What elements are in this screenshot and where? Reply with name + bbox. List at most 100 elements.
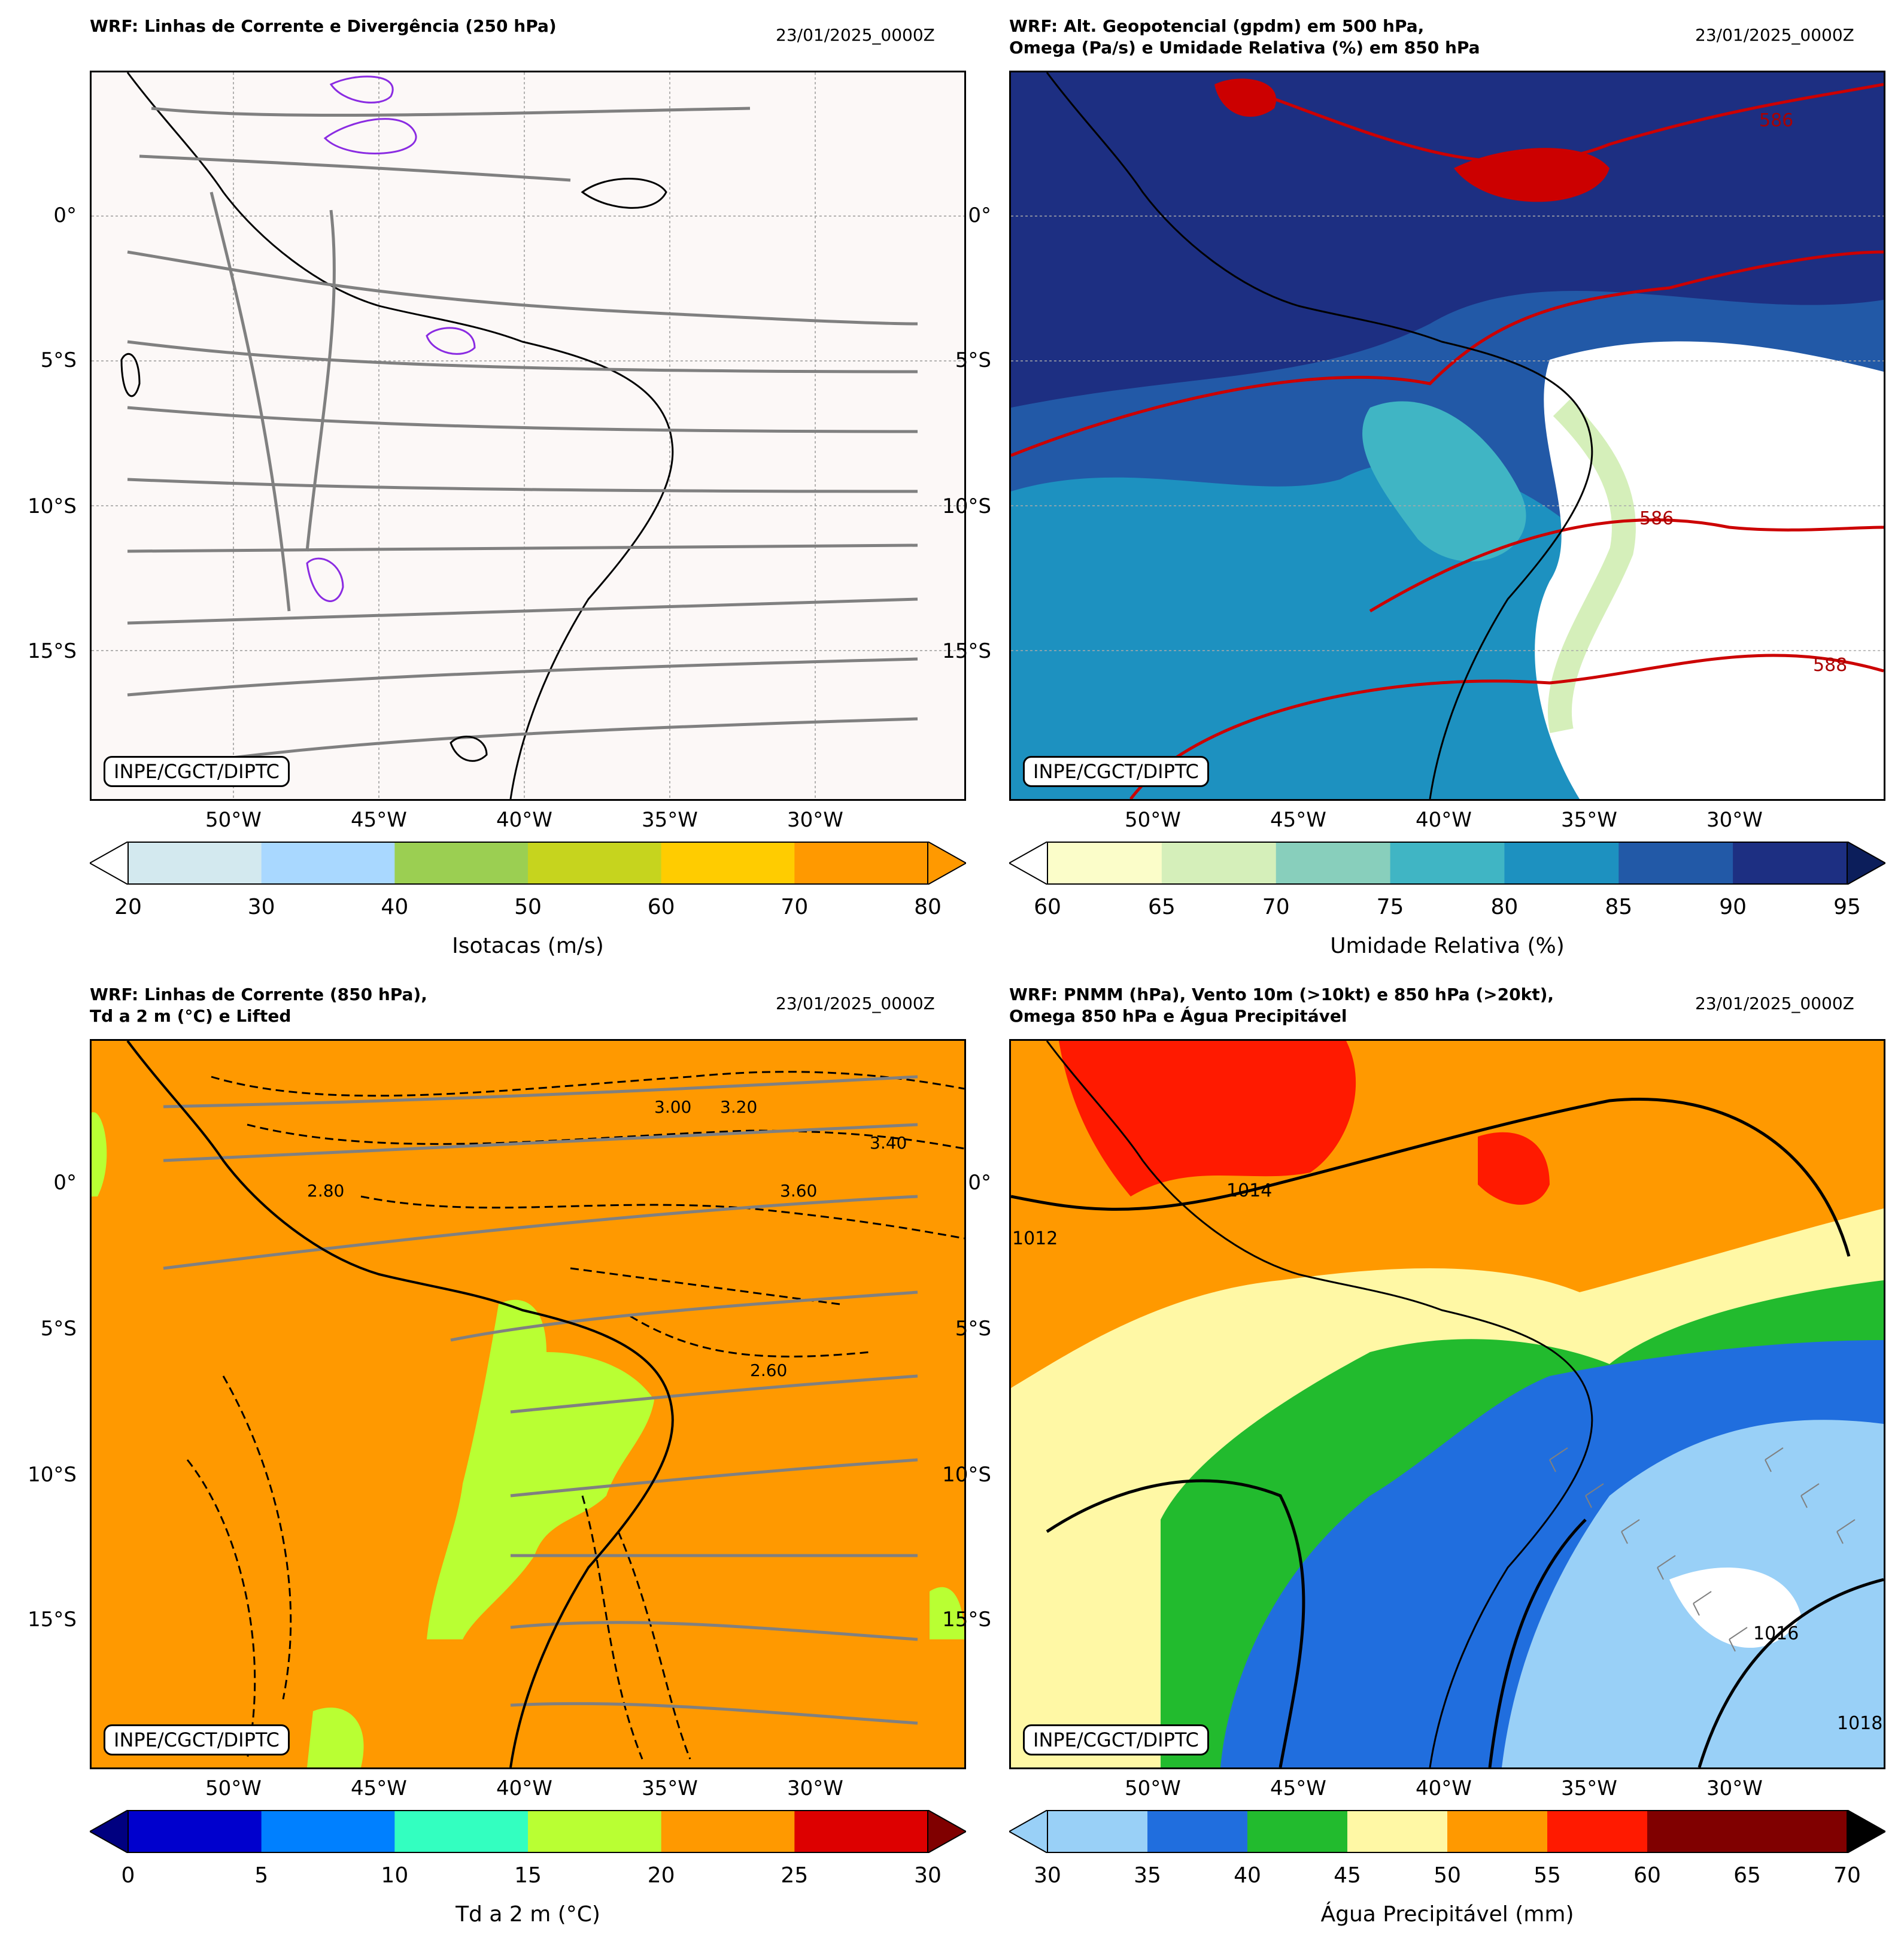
colorbar-segment xyxy=(394,1810,529,1853)
colorbar-umidade xyxy=(1009,842,1885,885)
panel-pnmm-precipitable-water: WRF: PNMM (hPa), Vento 10m (>10kt) e 850… xyxy=(919,968,1885,1945)
colorbar-segment xyxy=(1147,1810,1248,1853)
credit-label: INPE/CGCT/DIPTC xyxy=(1023,1724,1209,1755)
map-background xyxy=(92,72,964,799)
colorbar-segment xyxy=(1247,1810,1348,1853)
coastline xyxy=(1046,1041,1593,1767)
lat-tick-5s: 5°S xyxy=(955,348,991,372)
colorbar-agua-precipitavel xyxy=(1009,1810,1885,1853)
lon-tick-30w: 30°W xyxy=(787,1776,843,1800)
lat-tick-10s: 10°S xyxy=(28,494,77,518)
humidity-band-dark xyxy=(1011,72,1884,408)
colorbar-segment xyxy=(1447,1810,1548,1853)
coastline xyxy=(126,1041,674,1767)
lon-tick-50w: 50°W xyxy=(205,808,262,832)
colorbar-under-extend xyxy=(90,842,129,885)
colorbar-ticks: 0 5 10 15 20 25 30 xyxy=(90,1863,966,1893)
colorbar-segment xyxy=(1161,842,1277,885)
panel-250hpa-streamlines: WRF: Linhas de Corrente e Divergência (2… xyxy=(0,0,966,976)
colorbar-tick-label: 90 xyxy=(1719,895,1747,919)
pw-55-60-region xyxy=(1059,1041,1550,1205)
panel-title: WRF: Alt. Geopotencial (gpdm) em 500 hPa… xyxy=(1009,16,1480,57)
lat-tick-10s: 10°S xyxy=(942,1463,991,1487)
credit-label: INPE/CGCT/DIPTC xyxy=(104,1724,290,1755)
colorbar-tick-label: 65 xyxy=(1733,1863,1761,1888)
credit-label: INPE/CGCT/DIPTC xyxy=(1023,756,1209,787)
colorbar-tick-label: 30 xyxy=(247,895,275,919)
colorbar-isotacas xyxy=(90,842,966,885)
colorbar-tick-label: 0 xyxy=(121,1863,135,1888)
colorbar-segment xyxy=(394,842,529,885)
wind-barbs xyxy=(1549,1447,1856,1652)
streamlines xyxy=(163,1075,918,1725)
coastline xyxy=(126,72,674,799)
colorbar-tick-label: 40 xyxy=(1234,1863,1261,1888)
colorbar-segment xyxy=(1547,1810,1648,1853)
map-pnmm: 1012 1014 1016 1018 INPE/CGCT/DIPTC xyxy=(1009,1039,1885,1769)
panel-title: WRF: Linhas de Corrente e Divergência (2… xyxy=(90,16,557,36)
colorbar-under-extend xyxy=(90,1810,129,1853)
dewpoint-green-east xyxy=(930,1587,964,1639)
colorbar-tick-label: 95 xyxy=(1833,895,1861,919)
dewpoint-green-south xyxy=(307,1708,364,1767)
colorbar-segment xyxy=(528,842,662,885)
lon-tick-30w: 30°W xyxy=(787,808,843,832)
colorbar-tick-label: 30 xyxy=(914,1863,942,1888)
colorbar-label: Água Precipitável (mm) xyxy=(1320,1902,1574,1927)
colorbar-tick-label: 10 xyxy=(381,1863,409,1888)
lat-tick-10s: 10°S xyxy=(28,1463,77,1487)
lon-tick-50w: 50°W xyxy=(1125,808,1181,832)
humidity-band-light xyxy=(1362,401,1526,562)
geopotential-contours xyxy=(1011,83,1884,799)
isobar-label-1014: 1014 xyxy=(1226,1180,1272,1201)
lon-tick-45w: 45°W xyxy=(1270,808,1326,832)
colorbar-tick-label: 30 xyxy=(1034,1863,1061,1888)
lifted-label-1: 3.00 xyxy=(654,1097,691,1117)
dewpoint-green-west xyxy=(92,1112,107,1196)
lon-tick-45w: 45°W xyxy=(351,1776,407,1800)
colorbar-segment xyxy=(794,1810,928,1853)
credit-label: INPE/CGCT/DIPTC xyxy=(104,756,290,787)
lat-tick-0: 0° xyxy=(53,1171,77,1195)
colorbar-segment xyxy=(1647,1810,1748,1853)
colorbar-segment xyxy=(1276,842,1391,885)
colorbar-under-extend xyxy=(1009,842,1048,885)
pw-white-patches xyxy=(1669,1568,1801,1648)
divergence-contours xyxy=(120,178,667,762)
lon-tick-50w: 50°W xyxy=(1125,1776,1181,1800)
colorbar-tick-label: 70 xyxy=(1262,895,1290,919)
lifted-label-6: 3.60 xyxy=(780,1181,817,1201)
colorbar-tick-label: 60 xyxy=(1034,895,1061,919)
colorbar-segment xyxy=(1047,842,1162,885)
contour-label-586: 586 xyxy=(1639,508,1674,529)
colorbar-under-extend xyxy=(1009,1810,1048,1853)
graticule xyxy=(92,72,964,799)
lat-tick-15s: 15°S xyxy=(28,1608,77,1632)
lon-tick-50w: 50°W xyxy=(205,1776,262,1800)
colorbar-segment xyxy=(128,1810,262,1853)
colorbar-ticks: 20 30 40 50 60 70 80 xyxy=(90,895,966,925)
lat-tick-0: 0° xyxy=(968,1171,991,1195)
colorbar-segment xyxy=(1390,842,1505,885)
lon-tick-35w: 35°W xyxy=(642,808,698,832)
lon-tick-40w: 40°W xyxy=(1416,1776,1472,1800)
contour-label-588: 588 xyxy=(1813,655,1847,676)
colorbar-ticks: 30 35 40 45 50 55 60 65 70 xyxy=(1009,1863,1885,1893)
colorbar-tick-label: 70 xyxy=(781,895,809,919)
lon-tick-40w: 40°W xyxy=(496,1776,552,1800)
isotach-contours xyxy=(306,75,476,602)
colorbar-tick-label: 20 xyxy=(647,1863,675,1888)
colorbar-over-extend xyxy=(1847,1810,1885,1853)
colorbar-tick-label: 45 xyxy=(1334,1863,1361,1888)
lifted-labels: 3.00 2.80 2.60 3.20 3.40 3.60 xyxy=(307,1097,907,1380)
colorbar-label: Isotacas (m/s) xyxy=(452,934,604,958)
coastline xyxy=(1046,72,1593,799)
lon-tick-45w: 45°W xyxy=(1270,1776,1326,1800)
lifted-label-5: 3.40 xyxy=(870,1133,907,1153)
lat-tick-15s: 15°S xyxy=(942,639,991,663)
map-850hpa-dewpoint: 3.00 2.80 2.60 3.20 3.40 3.60 INPE/CGCT/… xyxy=(90,1039,966,1769)
dry-edge xyxy=(1547,399,1636,733)
colorbar-segment xyxy=(794,842,928,885)
colorbar-segment xyxy=(1347,1810,1448,1853)
isobar-label-1018: 1018 xyxy=(1837,1713,1882,1734)
